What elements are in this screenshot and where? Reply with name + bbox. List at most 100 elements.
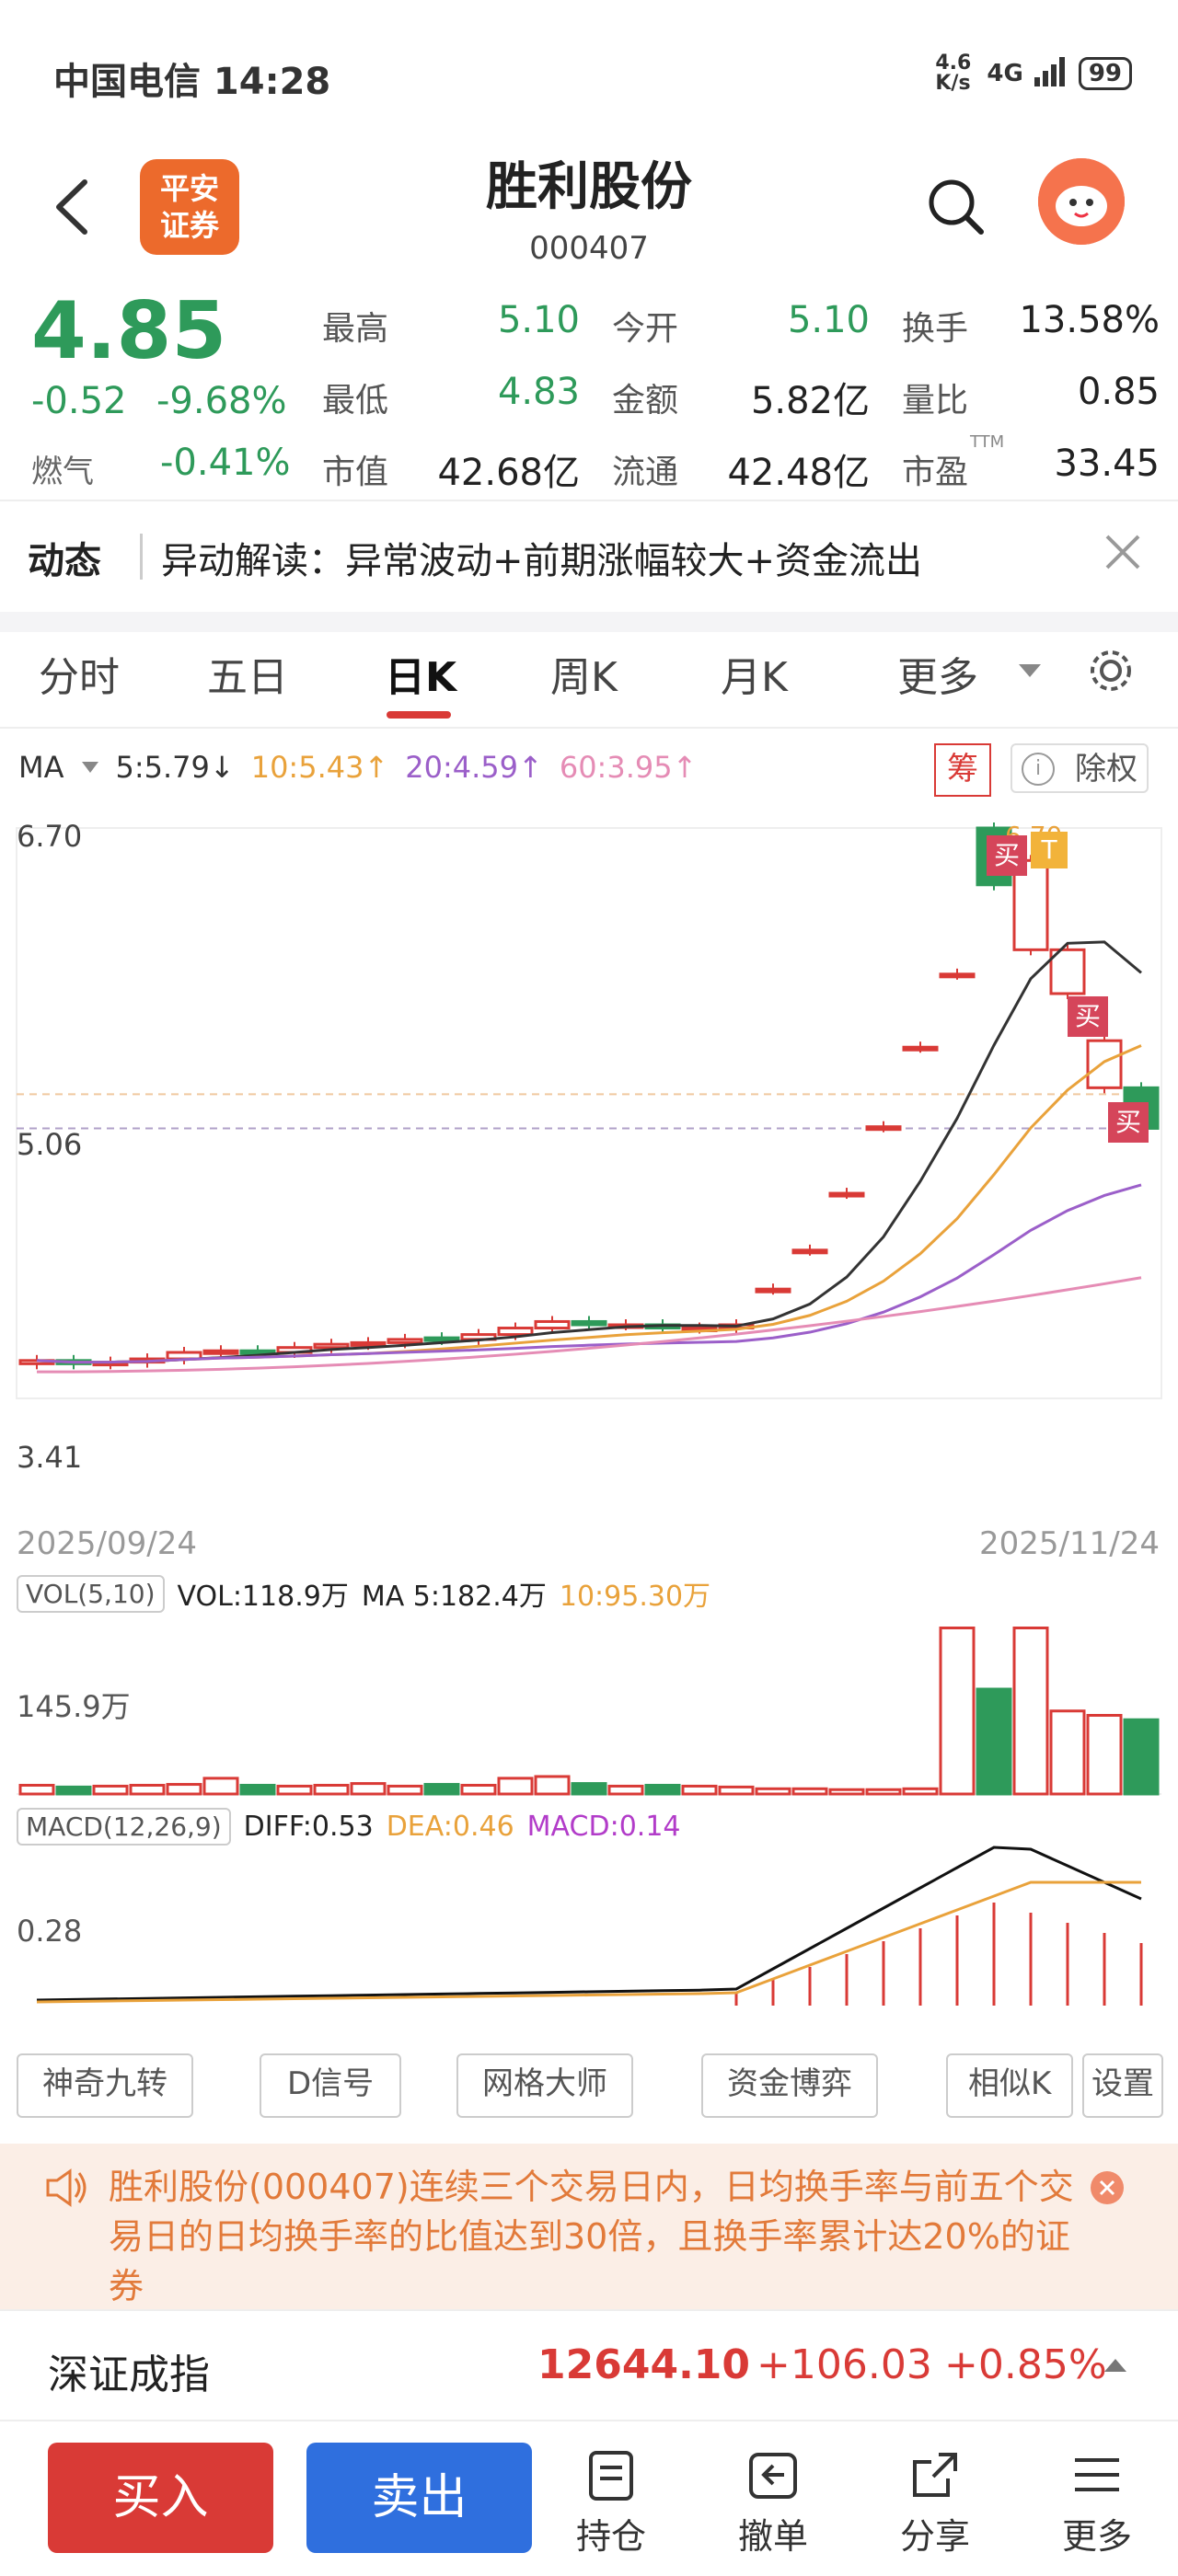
quote-label-open: 今开 — [612, 310, 679, 348]
t-marker[interactable]: T — [1031, 832, 1068, 868]
price-change: -0.52 — [31, 380, 127, 422]
network-label: 4G — [987, 60, 1023, 87]
ma20-line — [36, 1183, 1142, 1364]
price-axis-mid: 5.06 — [17, 1127, 83, 1162]
date-start: 2025/09/24 — [17, 1525, 197, 1562]
nav-share[interactable]: 分享 — [880, 2447, 990, 2559]
buy-marker[interactable]: 买 — [987, 835, 1027, 876]
tool-nine-turn[interactable]: 神奇九转 — [17, 2053, 193, 2118]
candle — [902, 1045, 939, 1052]
volume-bar — [902, 1787, 939, 1796]
volume-bar — [607, 1784, 644, 1796]
tool-settings[interactable]: 设置 — [1082, 2053, 1163, 2118]
tab-active-indicator — [387, 711, 451, 719]
macd-value: MACD:0.14 — [526, 1811, 681, 1843]
volume-axis-label: 145.9万 — [17, 1689, 131, 1724]
tab-monthly-k[interactable]: 月K — [721, 654, 788, 701]
volume-bar — [166, 1783, 202, 1796]
kline-chart[interactable] — [0, 810, 1178, 2061]
volume-header: VOL(5,10) VOL:118.9万 MA 5:182.4万 10:95.3… — [17, 1573, 710, 1614]
date-end: 2025/11/24 — [979, 1525, 1160, 1562]
nav-cancel-label: 撤单 — [737, 2516, 808, 2557]
index-change-pct: +0.85% — [944, 2341, 1107, 2388]
macd-dea: DEA:0.46 — [386, 1811, 514, 1843]
tab-more[interactable]: 更多 — [897, 654, 978, 701]
quote-value-mktcap: 42.68亿 — [437, 452, 580, 494]
volume-bar — [718, 1785, 755, 1796]
macd-axis-label: 0.28 — [17, 1914, 83, 1949]
candle — [939, 972, 976, 979]
ma20-value: 20:4.59↑ — [405, 750, 543, 785]
sector-label: 燃气 — [31, 454, 94, 490]
tool-grid-master[interactable]: 网格大师 — [456, 2053, 633, 2118]
candle — [791, 1248, 828, 1255]
index-value: 12644.10 — [537, 2341, 751, 2388]
candle — [239, 1349, 276, 1355]
ma-label[interactable]: MA — [18, 750, 64, 785]
holdings-icon — [589, 2451, 633, 2501]
ma-dropdown-icon[interactable] — [81, 760, 99, 775]
dea-line — [36, 1880, 1141, 2004]
buy-marker[interactable]: 买 — [1108, 1102, 1149, 1143]
net-speed: 4.6 K/s — [935, 52, 972, 95]
quote-label-high: 最高 — [322, 310, 389, 348]
stock-code: 000407 — [529, 230, 649, 267]
logo-line2: 证券 — [159, 208, 219, 243]
price-axis-low: 3.41 — [17, 1440, 83, 1475]
tool-similar-k[interactable]: 相似K — [946, 2053, 1074, 2118]
nav-share-label: 分享 — [899, 2516, 970, 2557]
ma-row: MA 5:5.79↓ 10:5.43↑ 20:4.59↑ 60:3.95↑ — [18, 750, 697, 785]
volume-bar — [1049, 1709, 1086, 1796]
page-title: 胜利股份 — [486, 157, 692, 217]
nav-holdings[interactable]: 持仓 — [556, 2447, 666, 2559]
macd-indicator-select[interactable]: MACD(12,26,9) — [17, 1808, 231, 1846]
price-pane — [16, 827, 1162, 1399]
tool-d-signal[interactable]: D信号 — [260, 2053, 402, 2118]
current-price: 4.85 — [31, 285, 227, 377]
volume-bar — [423, 1783, 460, 1796]
chip-distribution-button[interactable]: 筹 — [934, 743, 991, 797]
nav-more-label: 更多 — [1061, 2516, 1132, 2557]
cancel-order-icon — [749, 2453, 797, 2499]
tab-daily-k[interactable]: 日K — [385, 654, 457, 701]
volume-bar — [939, 1627, 976, 1796]
back-icon[interactable] — [46, 175, 101, 239]
volume-bar — [129, 1784, 166, 1796]
tool-capital-game[interactable]: 资金博弈 — [701, 2053, 878, 2118]
quote-label-low: 最低 — [322, 382, 389, 420]
quote-value-amount: 5.82亿 — [750, 380, 870, 422]
tab-five-day[interactable]: 五日 — [207, 654, 288, 701]
volume-indicator-select[interactable]: VOL(5,10) — [17, 1574, 165, 1613]
nav-cancel-order[interactable]: 撤单 — [718, 2447, 828, 2559]
price-axis-high: 6.70 — [17, 819, 83, 854]
index-bar[interactable] — [0, 2309, 1178, 2421]
candle — [1086, 1039, 1123, 1089]
volume-bar — [1012, 1627, 1049, 1796]
macd-diff: DIFF:0.53 — [243, 1811, 374, 1843]
tab-intraday[interactable]: 分时 — [39, 654, 120, 701]
diff-line — [36, 1846, 1142, 2002]
ma5-value: 5:5.79↓ — [115, 750, 235, 785]
close-icon[interactable] — [1100, 529, 1146, 575]
dynamic-text[interactable]: 异动解读：异常波动+前期涨幅较大+资金流出 — [161, 540, 923, 582]
chevron-up-icon[interactable] — [1103, 2355, 1128, 2377]
buy-marker[interactable]: 买 — [1068, 996, 1108, 1037]
chevron-down-icon[interactable] — [1017, 662, 1043, 684]
quote-label-volratio: 量比 — [902, 382, 969, 420]
volume-bar — [55, 1785, 92, 1796]
volume-bar — [92, 1784, 129, 1796]
nav-more[interactable]: 更多 — [1042, 2447, 1152, 2559]
tab-weekly-k[interactable]: 周K — [550, 654, 618, 701]
search-icon[interactable] — [924, 175, 988, 239]
gear-icon[interactable] — [1086, 646, 1136, 699]
quote-value-pe: 33.45 — [1054, 443, 1160, 485]
notice-banner — [0, 2144, 1178, 2309]
buy-button[interactable]: 买入 — [48, 2443, 273, 2553]
volume-bar — [791, 1787, 828, 1796]
close-icon[interactable] — [1089, 2169, 1126, 2210]
ma10-line — [36, 1044, 1142, 1364]
sell-button[interactable]: 卖出 — [306, 2443, 532, 2553]
candle — [755, 1287, 791, 1294]
avatar[interactable] — [1038, 158, 1125, 245]
ex-rights-button[interactable]: i 除权 — [1011, 743, 1149, 793]
